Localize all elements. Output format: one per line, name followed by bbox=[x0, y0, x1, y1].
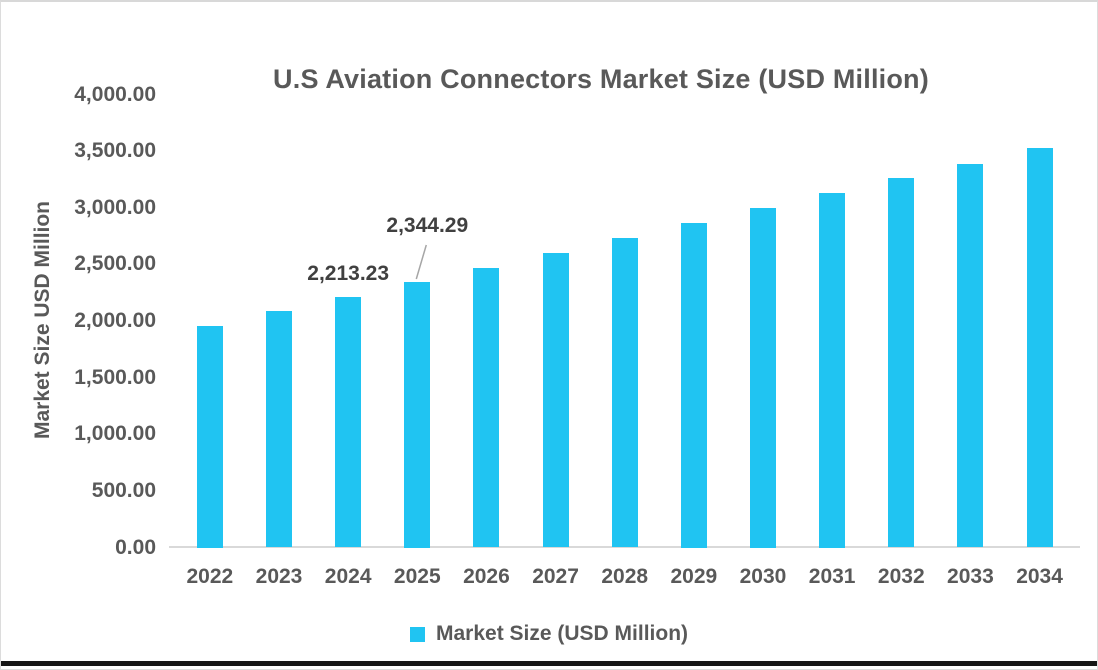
y-tick-label: 0.00 bbox=[115, 535, 156, 559]
bar-2022 bbox=[196, 325, 223, 548]
bar-2031 bbox=[819, 193, 846, 548]
y-tick-label: 2,500.00 bbox=[74, 252, 156, 276]
bar-2027 bbox=[542, 253, 569, 548]
x-tick-label-2025: 2025 bbox=[393, 565, 441, 588]
y-tick-label: 3,000.00 bbox=[74, 195, 156, 219]
x-tick-label-2022: 2022 bbox=[186, 565, 234, 588]
data-label-2024: 2,213.23 bbox=[307, 261, 390, 285]
chart-title: U.S Aviation Connectors Market Size (USD… bbox=[273, 64, 929, 94]
bar-2023 bbox=[266, 310, 292, 548]
bar-2024 bbox=[335, 296, 362, 548]
y-tick-label: 3,500.00 bbox=[74, 139, 156, 163]
x-tick-label-2033: 2033 bbox=[947, 565, 994, 588]
x-tick-label-2024: 2024 bbox=[324, 565, 372, 588]
x-tick-label-2026: 2026 bbox=[463, 565, 510, 588]
bar-2028 bbox=[611, 238, 638, 548]
leader-line bbox=[415, 244, 428, 280]
bar-2030 bbox=[750, 207, 776, 548]
x-tick-label-2023: 2023 bbox=[255, 565, 303, 588]
bar-2032 bbox=[888, 178, 915, 548]
x-tick-label-2034: 2034 bbox=[1016, 565, 1063, 588]
x-tick-label-2028: 2028 bbox=[601, 565, 649, 588]
bottom-border-strip bbox=[1, 661, 1097, 666]
x-tick-label-2029: 2029 bbox=[670, 565, 718, 588]
x-tick-label-2030: 2030 bbox=[739, 565, 787, 588]
legend-swatch bbox=[409, 626, 425, 642]
bar-2025 bbox=[404, 282, 431, 548]
y-tick-label: 4,000.00 bbox=[74, 82, 156, 106]
y-tick-label: 1,000.00 bbox=[74, 422, 156, 446]
bar-2029 bbox=[680, 223, 707, 548]
bar-2033 bbox=[957, 163, 984, 548]
bar-2034 bbox=[1026, 148, 1053, 548]
x-tick-label-2032: 2032 bbox=[877, 565, 925, 588]
y-tick-label: 1,500.00 bbox=[74, 365, 156, 389]
legend-label: Market Size (USD Million) bbox=[435, 622, 689, 645]
bar-2026 bbox=[473, 267, 500, 548]
x-tick-label-2027: 2027 bbox=[532, 565, 579, 588]
data-label-2025: 2,344.29 bbox=[386, 214, 469, 237]
y-tick-label: 2,000.00 bbox=[74, 309, 156, 332]
legend: Market Size (USD Million) bbox=[1, 622, 1097, 646]
x-tick-label-2031: 2031 bbox=[808, 565, 856, 588]
y-tick-label: 500.00 bbox=[91, 478, 156, 502]
